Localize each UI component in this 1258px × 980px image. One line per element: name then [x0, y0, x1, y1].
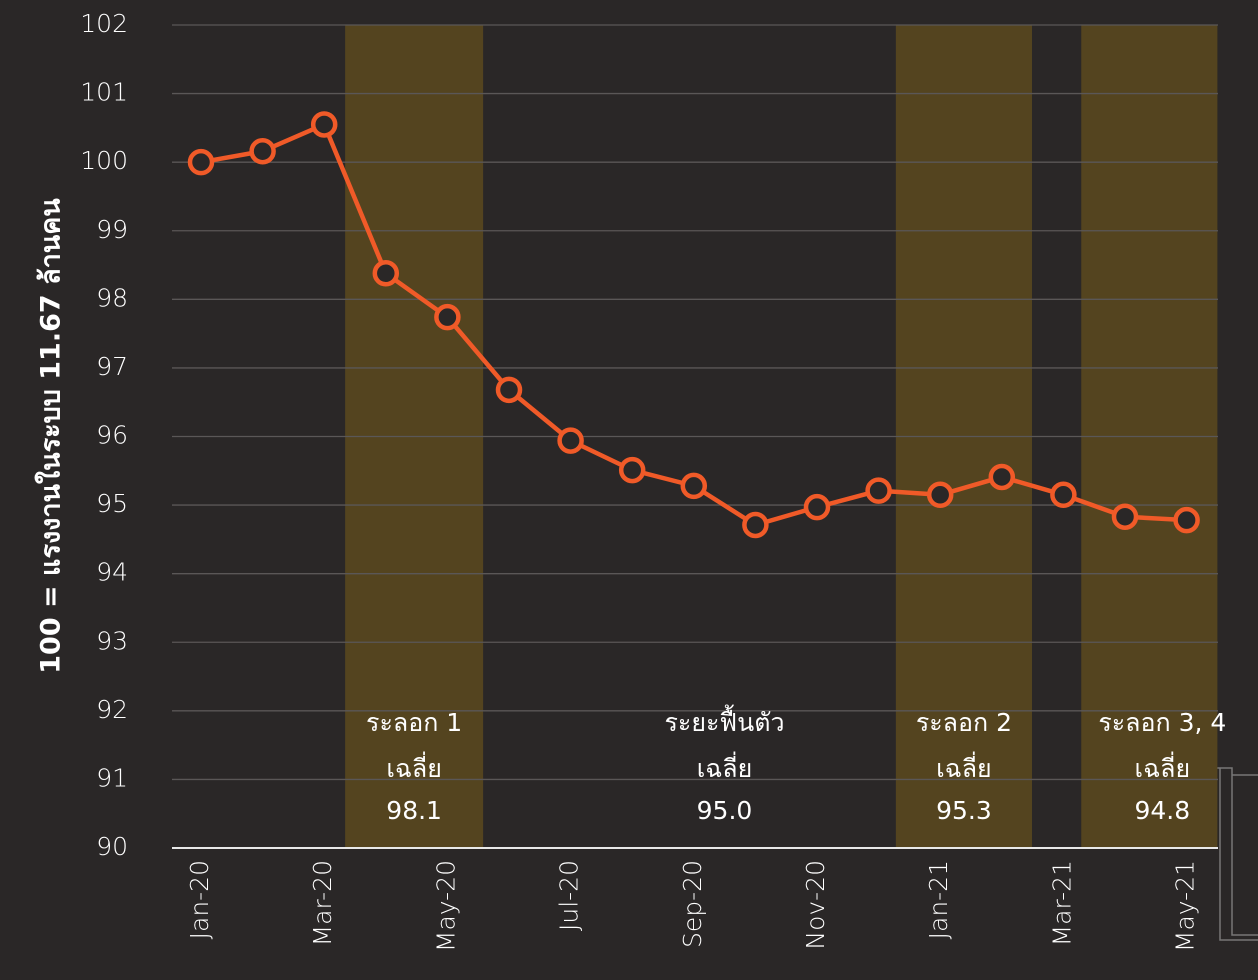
marker: [742, 511, 769, 539]
annotation-name: ระยะฟื้นตัว: [664, 704, 784, 737]
marker: [680, 472, 708, 500]
y-tick-label: 98: [96, 283, 128, 312]
y-tick-label: 96: [96, 421, 128, 450]
y-tick-label: 95: [96, 489, 128, 518]
marker: [557, 427, 584, 454]
annotation-value: 98.1: [386, 796, 442, 825]
y-tick-label: 93: [96, 626, 128, 655]
marker: [988, 463, 1016, 491]
annotation-name: ระลอก 1: [366, 708, 462, 737]
marker: [1111, 503, 1139, 530]
x-tick-label: Mar-20: [308, 860, 337, 946]
annotation-value: 95.0: [697, 796, 753, 825]
x-tick-label: May-20: [431, 860, 460, 952]
annotation-value: 94.8: [1134, 796, 1190, 825]
x-tick-label: Jul-20: [555, 860, 584, 931]
y-tick-label: 91: [96, 763, 128, 792]
annotation-value: 95.3: [936, 796, 992, 825]
y-axis-label: 100 = แรงงานในระบบ 11.67 ล้านคน: [35, 198, 67, 674]
marker: [1173, 506, 1200, 534]
marker: [187, 148, 215, 176]
marker: [803, 493, 831, 521]
marker: [1050, 481, 1077, 509]
y-tick-label: 102: [80, 9, 128, 38]
annotation-subtitle: เฉลี่ย: [1135, 751, 1191, 783]
y-tick-label: 92: [96, 695, 128, 724]
marker: [865, 477, 892, 504]
annotation-name: ระลอก 2: [916, 708, 1012, 737]
y-tick-label: 97: [96, 352, 128, 381]
marker: [926, 481, 954, 509]
annotation-name: ระลอก 3, 4: [1098, 708, 1226, 737]
marker: [310, 111, 338, 138]
x-tick-label: Jan-21: [924, 860, 953, 939]
annotation-subtitle: เฉลี่ย: [936, 751, 992, 783]
x-tick-label: May-21: [1171, 860, 1200, 952]
x-tick-label: Sep-20: [678, 860, 707, 948]
x-tick-label: Nov-20: [801, 860, 830, 950]
annotation-subtitle: เฉลี่ย: [386, 751, 442, 783]
annotation-subtitle: เฉลี่ย: [697, 751, 753, 783]
marker: [434, 303, 461, 331]
x-tick-label: Mar-21: [1047, 860, 1076, 946]
marker: [249, 137, 276, 165]
decor-bracket: [1212, 767, 1258, 941]
y-tick-label: 94: [96, 558, 128, 587]
marker: [495, 376, 523, 404]
y-tick-label: 101: [80, 78, 128, 107]
y-tick-label: 100: [80, 146, 128, 175]
marker: [372, 260, 400, 287]
y-tick-label: 90: [96, 832, 128, 861]
x-tick-label: Jan-20: [185, 860, 214, 939]
y-tick-label: 99: [96, 215, 128, 244]
marker: [618, 456, 646, 484]
